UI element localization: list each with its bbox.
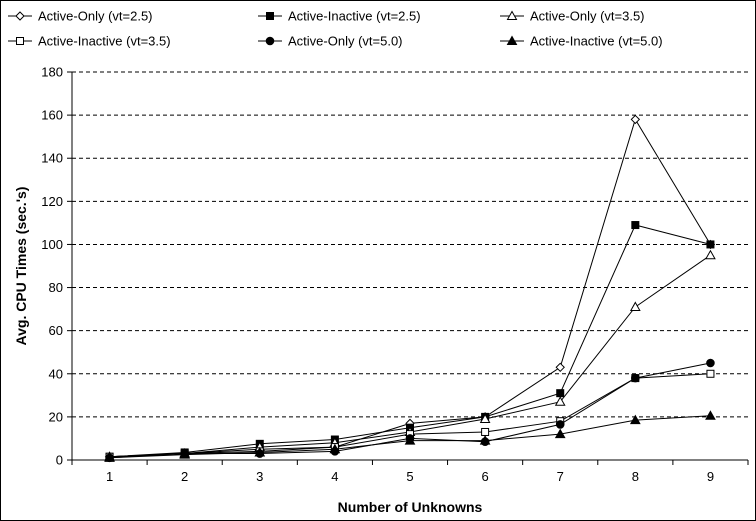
data-point: [479, 413, 491, 424]
data-point: [630, 114, 641, 125]
data-point: [631, 373, 640, 383]
data-point: [554, 396, 566, 406]
legend-marker: [506, 35, 518, 45]
legend-marker: [265, 36, 275, 46]
legend-label: Active-Only (vt=5.0): [288, 34, 403, 49]
gridlines: [72, 71, 748, 418]
data-point: [706, 369, 715, 378]
x-tick-label: 4: [331, 469, 338, 484]
data-point: [479, 435, 491, 445]
y-tick-label: 0: [56, 453, 63, 468]
legend-label: Active-Inactive (vt=5.0): [530, 34, 663, 49]
y-tick-label: 80: [49, 280, 63, 295]
y-axis-label: Avg. CPU Times (sec.'s): [13, 187, 29, 346]
series-6: [104, 410, 716, 462]
data-point: [404, 435, 416, 445]
legend-item: Active-Only (vt=5.0): [258, 34, 403, 49]
x-tick-label: 7: [557, 469, 564, 484]
data-point: [481, 427, 490, 436]
data-point: [556, 389, 565, 398]
x-tick-label: 1: [106, 469, 113, 484]
x-tick-label: 5: [406, 469, 413, 484]
x-tick-label: 9: [707, 469, 714, 484]
legend-item: Active-Inactive (vt=3.5): [8, 34, 171, 49]
data-point: [705, 249, 716, 260]
legend-label: Active-Only (vt=2.5): [38, 9, 153, 24]
legend-item: Active-Only (vt=3.5): [500, 9, 645, 24]
legend-item: Active-Only (vt=2.5): [8, 9, 153, 24]
data-point: [629, 301, 641, 311]
legend-marker: [15, 11, 25, 21]
data-point: [705, 410, 716, 420]
legend-item: Active-Inactive (vt=5.0): [500, 34, 663, 49]
data-point: [329, 443, 341, 454]
legend-label: Active-Only (vt=3.5): [530, 9, 645, 24]
axes: 0 20 40 60 80 100 120 140 160 180 1 2 3 4 5 6 7 8 9: [41, 65, 749, 484]
y-tick-label: 180: [41, 65, 63, 80]
legend: Active-Only (vt=2.5) Active-Inactive (vt=…: [8, 9, 663, 49]
data-point: [254, 446, 266, 457]
data-point: [706, 358, 715, 368]
x-tick-label: 2: [181, 469, 188, 484]
y-tick-label: 100: [41, 237, 63, 252]
legend-label: Active-Inactive (vt=2.5): [288, 9, 421, 24]
data-point: [631, 221, 640, 230]
y-tick-label: 60: [49, 323, 63, 338]
y-tick-label: 160: [41, 108, 63, 123]
data-point: [104, 452, 115, 462]
data-point: [555, 362, 565, 373]
x-tick-label: 6: [481, 469, 488, 484]
data-point: [179, 449, 191, 459]
data-point: [555, 420, 565, 429]
legend-marker: [16, 37, 24, 45]
x-axis-label: Number of Unknowns: [338, 499, 483, 515]
y-tick-label: 140: [41, 151, 63, 166]
legend-marker: [506, 10, 518, 20]
legend-item: Active-Inactive (vt=2.5): [258, 9, 421, 24]
data-point: [629, 414, 641, 425]
y-tick-label: 120: [41, 194, 63, 209]
data-point: [554, 428, 566, 439]
legend-marker: [266, 12, 274, 20]
x-tick-label: 3: [256, 469, 263, 484]
legend-label: Active-Inactive (vt=3.5): [38, 34, 171, 49]
y-tick-label: 40: [49, 366, 63, 381]
x-tick-label: 8: [632, 469, 639, 484]
data-point: [706, 240, 715, 249]
y-tick-label: 20: [49, 409, 63, 424]
series-group: [104, 114, 716, 463]
